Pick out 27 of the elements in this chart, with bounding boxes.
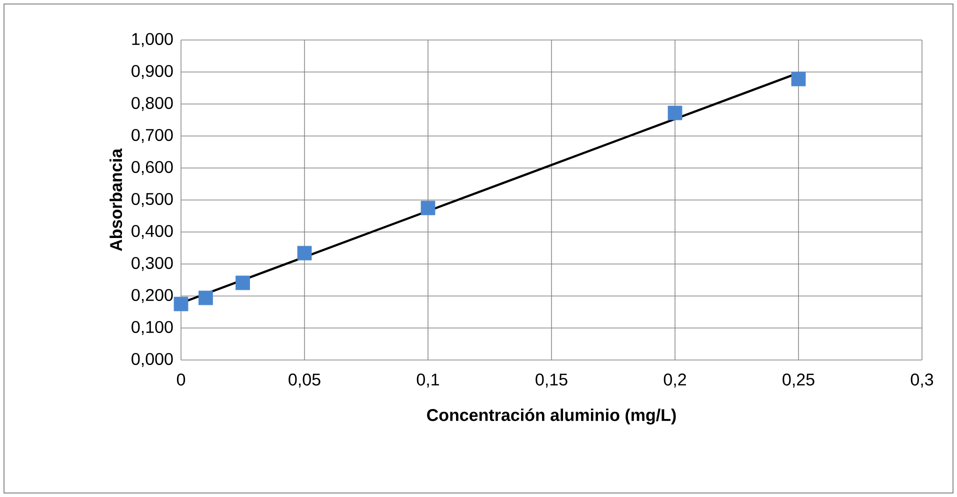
point [791,72,806,86]
y-tick-label: 1,000 [132,32,173,48]
y-tick-label: 0,400 [132,224,173,240]
y-tick-label: 0,200 [132,288,173,304]
point [198,290,213,306]
y-tick-label: 0,000 [132,352,173,368]
y-tick-label: 0,700 [132,128,173,144]
y-tick-label: 0,500 [132,192,173,208]
x-tick-label: 0,05 [288,374,320,388]
y-tick-label: 0,300 [132,256,173,272]
y-tick-label: 0,900 [132,64,173,80]
y-tick-label: 0,800 [132,96,173,112]
x-tick-label: 0 [176,374,186,386]
x-tick-label: 0,3 [910,374,934,388]
y-tick-label: 0,100 [132,320,173,336]
point [236,276,250,290]
x-tick-label: 0,1 [416,374,439,388]
point [420,200,436,216]
point [297,246,312,260]
y-tick-label: 0,600 [132,160,173,176]
point [668,106,682,120]
x-tick-label: 0,15 [536,374,568,388]
point [174,296,188,312]
x-tick-label: 0,25 [782,374,814,388]
x-tick-label: 0,2 [664,374,686,388]
y-axis-title: Absorbancia [110,148,122,252]
x-axis-title: Concentración aluminio (mg/L) [427,408,676,425]
